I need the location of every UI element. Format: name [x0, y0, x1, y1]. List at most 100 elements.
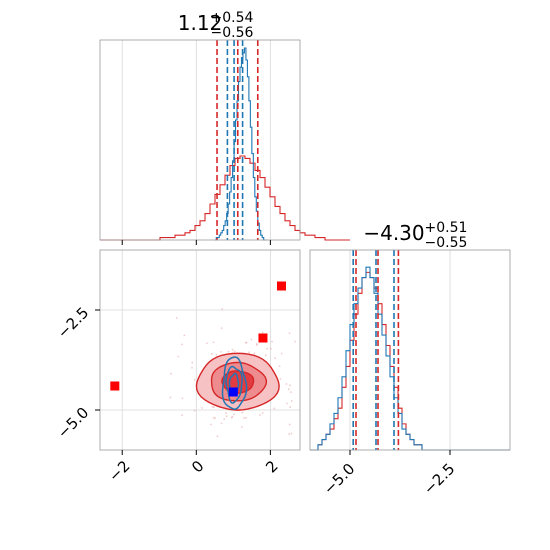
quantile-lines: [216, 40, 259, 240]
sample-point: [224, 412, 227, 414]
sample-point: [245, 341, 247, 344]
sample-point: [241, 411, 244, 414]
sample-point: [278, 365, 281, 368]
sample-point: [220, 350, 223, 353]
y-tick-labels: −2.5 −5.0: [54, 304, 92, 442]
sample-point: [215, 353, 218, 356]
sample-point: [220, 327, 223, 330]
y-tick-label: −2.5: [54, 304, 92, 342]
sample-point: [175, 316, 178, 319]
sample-point: [216, 435, 219, 438]
x-tick-labels: −5.0 −2.5: [320, 460, 458, 498]
sample-point: [227, 350, 230, 353]
grid-lines: [121, 40, 271, 240]
sample-point: [157, 458, 159, 460]
title-value: −4.30: [363, 221, 424, 245]
title-minus: −0.56: [211, 25, 254, 41]
sample-point: [289, 406, 292, 409]
sample-point: [266, 347, 269, 350]
sample-point: [253, 352, 256, 355]
title-value: 1.12: [178, 11, 223, 35]
sample-point: [294, 340, 296, 343]
sample-point: [289, 391, 292, 393]
sample-point: [273, 407, 276, 410]
sample-point: [289, 384, 291, 387]
panel-background: [100, 40, 300, 240]
red-marker-0: [276, 281, 286, 291]
sample-point: [230, 416, 233, 419]
tick-marks: [121, 240, 271, 245]
sample-point: [181, 414, 183, 417]
sample-point: [221, 308, 224, 311]
grid-lines: [100, 250, 300, 450]
panel-frame: [99, 249, 301, 451]
sample-point: [210, 423, 212, 426]
sample-point: [223, 418, 226, 421]
sample-point: [286, 402, 288, 405]
red-marker-2: [110, 381, 120, 391]
sample-point: [220, 422, 223, 425]
sample-point: [231, 348, 234, 351]
sample-point: [261, 331, 264, 334]
sample-point: [248, 351, 250, 354]
sample-point: [261, 412, 264, 414]
x-tick-label: 0: [188, 457, 207, 476]
sample-point: [212, 406, 215, 409]
title-plus: +0.54: [211, 10, 254, 26]
markers: [110, 281, 286, 397]
x-tick-label: 2: [262, 457, 281, 476]
title-minus: −0.55: [425, 235, 468, 251]
y-tick-label: −5.0: [54, 404, 92, 442]
x-tick-labels: −2 0 2: [105, 457, 282, 485]
sample-point: [290, 400, 293, 402]
panel-frame: [99, 39, 301, 241]
sample-point: [191, 361, 194, 364]
sample-point: [245, 416, 247, 419]
sample-point: [271, 340, 273, 343]
sample-point: [288, 332, 291, 335]
sample-point: [305, 414, 307, 416]
tick-marks: [95, 309, 271, 455]
sample-point: [212, 341, 215, 344]
x-tick-label: −2.5: [420, 460, 458, 498]
sample-point: [279, 378, 282, 380]
sample-point: [169, 396, 172, 399]
sample-point: [280, 352, 283, 355]
sample-point: [193, 378, 196, 381]
sample-point: [233, 350, 236, 353]
sample-point: [170, 372, 172, 375]
histogram-panel-y: −5.0 −2.5 −4.30 +0.51 −0.55: [309, 220, 511, 498]
title-plus: +0.51: [425, 220, 468, 236]
sample-point: [250, 338, 253, 341]
contour-content: [110, 281, 307, 460]
sample-point: [181, 397, 184, 400]
sample-point: [290, 432, 293, 435]
sample-point: [304, 379, 306, 381]
sample-point: [288, 433, 291, 436]
sample-point: [205, 342, 208, 345]
sample-point: [274, 357, 277, 360]
sample-point: [264, 354, 267, 357]
sample-point: [214, 417, 216, 420]
quantile-lines: [352, 250, 400, 450]
tick-marks: [349, 450, 451, 455]
sample-point: [210, 353, 213, 355]
panel-frame: [309, 249, 511, 451]
blue-marker: [228, 387, 238, 397]
histogram-title-x: 1.12: [178, 11, 223, 35]
blue-contour-1: [225, 365, 243, 404]
sample-point: [193, 409, 196, 412]
sample-point: [181, 343, 183, 346]
blue-contour-0: [221, 356, 248, 410]
sample-point: [183, 334, 186, 337]
sample-point: [255, 343, 258, 345]
sample-point: [200, 407, 203, 409]
sample-point: [288, 423, 291, 426]
sample-point: [269, 347, 272, 350]
sample-point: [191, 366, 193, 369]
sample-point: [211, 405, 214, 408]
sample-point: [285, 383, 288, 385]
x-tick-label: −5.0: [320, 460, 358, 498]
sample-point: [243, 417, 245, 419]
